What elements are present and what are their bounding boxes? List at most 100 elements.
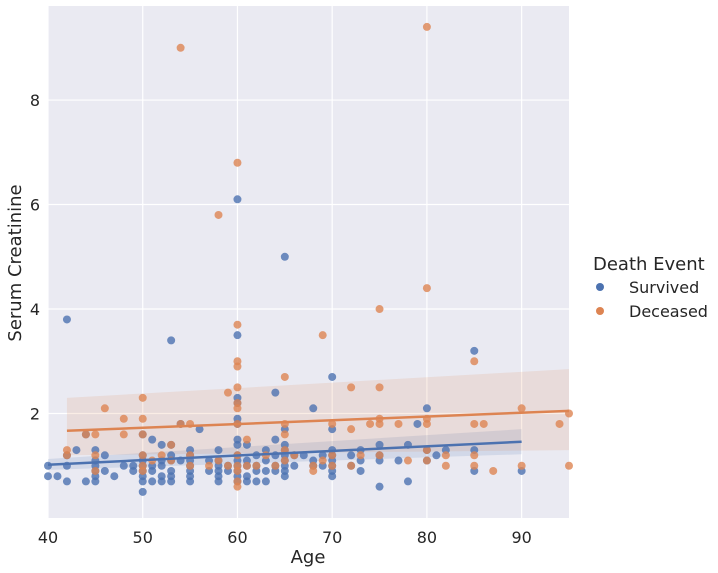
point-deceased [470, 451, 479, 460]
point-deceased [517, 404, 526, 413]
point-survived [280, 472, 289, 481]
point-deceased [328, 461, 337, 470]
point-deceased [91, 451, 100, 460]
point-deceased [242, 435, 251, 444]
point-survived [328, 372, 337, 381]
point-survived [195, 425, 204, 434]
point-deceased [470, 419, 479, 428]
point-deceased [186, 461, 195, 470]
point-survived [356, 466, 365, 475]
point-survived [138, 477, 147, 486]
point-deceased [375, 383, 384, 392]
point-survived [261, 477, 270, 486]
point-survived [110, 472, 119, 481]
regression-line-survived [47, 440, 522, 466]
point-deceased [81, 430, 90, 439]
point-deceased [138, 430, 147, 439]
x-tick-label: 70 [322, 528, 342, 547]
regression-lines [47, 409, 570, 466]
point-deceased [489, 466, 498, 475]
legend-marker-deceased [596, 307, 604, 315]
point-deceased [328, 419, 337, 428]
point-deceased [356, 451, 365, 460]
point-survived [148, 435, 157, 444]
regression-line-deceased [66, 409, 570, 433]
point-deceased [441, 461, 450, 470]
point-deceased [138, 466, 147, 475]
point-deceased [62, 451, 71, 460]
point-deceased [205, 461, 214, 470]
legend-label-survived: Survived [629, 278, 699, 297]
point-survived [290, 461, 299, 470]
point-deceased [422, 22, 431, 31]
y-axis-label: Serum Creatinine [5, 184, 26, 341]
legend-title: Death Event [593, 254, 705, 275]
point-deceased [375, 305, 384, 314]
point-deceased [375, 419, 384, 428]
point-deceased [233, 362, 242, 371]
point-deceased [318, 456, 327, 465]
point-deceased [280, 372, 289, 381]
point-deceased [233, 158, 242, 167]
y-tick-label: 2 [30, 405, 40, 424]
point-survived [167, 336, 176, 345]
x-axis-label: Age [291, 547, 326, 568]
point-survived [91, 477, 100, 486]
point-survived [119, 461, 128, 470]
point-survived [62, 477, 71, 486]
point-deceased [403, 456, 412, 465]
point-survived [271, 388, 280, 397]
point-survived [186, 477, 195, 486]
point-deceased [233, 482, 242, 491]
point-deceased [157, 451, 166, 460]
legend-label-deceased: Deceased [629, 302, 708, 321]
point-survived [157, 440, 166, 449]
point-survived [422, 404, 431, 413]
point-survived [233, 331, 242, 340]
point-survived [394, 456, 403, 465]
point-survived [167, 477, 176, 486]
y-axis-ticks: 2 4 6 8 [30, 91, 40, 423]
point-survived [470, 346, 479, 355]
point-deceased [328, 451, 337, 460]
point-deceased [119, 414, 128, 423]
point-deceased [517, 461, 526, 470]
point-survived [375, 440, 384, 449]
point-deceased [167, 440, 176, 449]
point-deceased [479, 419, 488, 428]
x-tick-label: 50 [133, 528, 153, 547]
x-tick-label: 60 [227, 528, 247, 547]
point-deceased [233, 466, 242, 475]
point-survived [148, 477, 157, 486]
point-deceased [242, 461, 251, 470]
point-survived [214, 477, 223, 486]
point-deceased [252, 461, 261, 470]
point-survived [432, 451, 441, 460]
point-survived [138, 487, 147, 496]
point-deceased [565, 461, 573, 470]
point-deceased [366, 419, 375, 428]
point-deceased [138, 393, 147, 402]
point-deceased [280, 430, 289, 439]
point-deceased [214, 210, 223, 219]
point-deceased [91, 430, 100, 439]
point-survived [403, 477, 412, 486]
point-survived [214, 446, 223, 455]
point-deceased [138, 451, 147, 460]
point-deceased [91, 466, 100, 475]
point-deceased [233, 320, 242, 329]
point-survived [157, 477, 166, 486]
point-deceased [422, 456, 431, 465]
point-deceased [233, 404, 242, 413]
point-deceased [347, 461, 356, 470]
x-tick-label: 40 [38, 528, 58, 547]
data-points [44, 22, 573, 496]
point-survived [62, 315, 71, 324]
point-deceased [223, 388, 232, 397]
point-survived [271, 435, 280, 444]
point-survived [44, 472, 52, 481]
point-deceased [214, 456, 223, 465]
point-deceased [223, 461, 232, 470]
point-deceased [555, 419, 564, 428]
